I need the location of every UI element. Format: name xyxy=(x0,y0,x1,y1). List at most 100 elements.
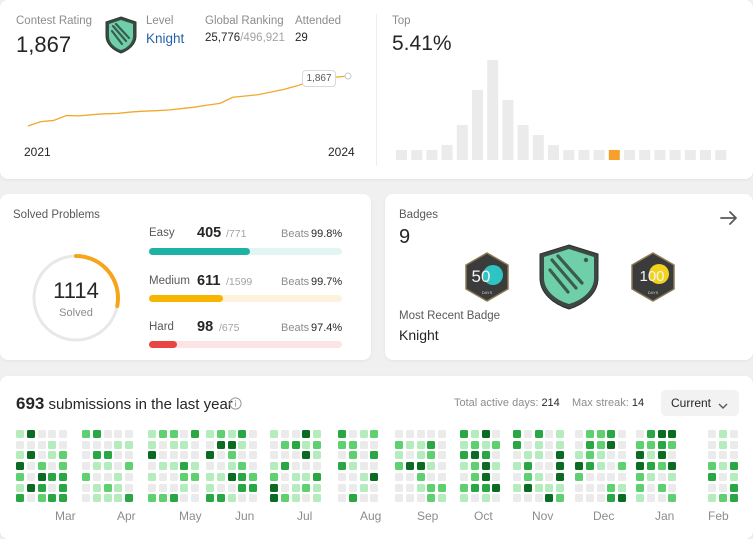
heatmap-cell[interactable] xyxy=(302,483,311,492)
heatmap-cell[interactable] xyxy=(523,440,532,449)
heatmap-cell[interactable] xyxy=(395,440,403,449)
heatmap-cell[interactable] xyxy=(585,451,594,460)
heatmap-cell[interactable] xyxy=(206,494,214,503)
heatmap-cell[interactable] xyxy=(534,430,543,438)
heatmap-cell[interactable] xyxy=(359,483,368,492)
heatmap-cell[interactable] xyxy=(280,451,289,460)
heatmap-cell[interactable] xyxy=(427,494,436,503)
heatmap-cell[interactable] xyxy=(481,440,490,449)
heatmap-cell[interactable] xyxy=(313,483,322,492)
heatmap-cell[interactable] xyxy=(607,462,616,471)
heatmap-cell[interactable] xyxy=(125,440,134,449)
heatmap-cell[interactable] xyxy=(270,430,278,438)
heatmap-cell[interactable] xyxy=(291,462,300,471)
heatmap-cell[interactable] xyxy=(92,440,101,449)
heatmap-cell[interactable] xyxy=(585,440,594,449)
heatmap-cell[interactable] xyxy=(348,440,357,449)
heatmap-cell[interactable] xyxy=(405,494,414,503)
heatmap-cell[interactable] xyxy=(470,451,479,460)
heatmap-cell[interactable] xyxy=(618,472,627,481)
heatmap-cell[interactable] xyxy=(556,451,565,460)
heatmap-cell[interactable] xyxy=(427,483,436,492)
heatmap-cell[interactable] xyxy=(618,494,627,503)
heatmap-cell[interactable] xyxy=(718,440,727,449)
heatmap-cell[interactable] xyxy=(416,440,425,449)
heatmap-cell[interactable] xyxy=(216,494,225,503)
heatmap-cell[interactable] xyxy=(148,494,156,503)
heatmap-cell[interactable] xyxy=(249,440,258,449)
heatmap-cell[interactable] xyxy=(180,462,189,471)
heatmap-cell[interactable] xyxy=(16,451,24,460)
heatmap-cell[interactable] xyxy=(280,472,289,481)
heatmap-cell[interactable] xyxy=(596,462,605,471)
heatmap-cell[interactable] xyxy=(657,483,666,492)
heatmap-cell[interactable] xyxy=(270,462,278,471)
heatmap-cell[interactable] xyxy=(48,483,57,492)
heatmap-cell[interactable] xyxy=(729,494,738,503)
heatmap-cell[interactable] xyxy=(596,472,605,481)
heatmap-cell[interactable] xyxy=(513,451,521,460)
heatmap-cell[interactable] xyxy=(729,462,738,471)
heatmap-cell[interactable] xyxy=(16,494,24,503)
heatmap-cell[interactable] xyxy=(48,440,57,449)
heatmap-cell[interactable] xyxy=(646,494,655,503)
heatmap-cell[interactable] xyxy=(405,440,414,449)
heatmap-cell[interactable] xyxy=(395,494,403,503)
heatmap-cell[interactable] xyxy=(359,472,368,481)
heatmap-cell[interactable] xyxy=(249,451,258,460)
heatmap-cell[interactable] xyxy=(238,472,247,481)
heatmap-cell[interactable] xyxy=(238,440,247,449)
heatmap-cell[interactable] xyxy=(302,440,311,449)
heatmap-cell[interactable] xyxy=(556,430,565,438)
heatmap-cell[interactable] xyxy=(338,472,346,481)
heatmap-cell[interactable] xyxy=(636,440,644,449)
heatmap-cell[interactable] xyxy=(125,483,134,492)
heatmap-cell[interactable] xyxy=(668,451,677,460)
heatmap-cell[interactable] xyxy=(216,451,225,460)
heatmap-cell[interactable] xyxy=(82,440,90,449)
heatmap-cell[interactable] xyxy=(191,451,200,460)
heatmap-cell[interactable] xyxy=(427,462,436,471)
heatmap-cell[interactable] xyxy=(657,430,666,438)
heatmap-cell[interactable] xyxy=(206,462,214,471)
heatmap-cell[interactable] xyxy=(227,462,236,471)
heatmap-cell[interactable] xyxy=(416,462,425,471)
heatmap-cell[interactable] xyxy=(395,483,403,492)
heatmap-cell[interactable] xyxy=(492,440,501,449)
heatmap-cell[interactable] xyxy=(492,483,501,492)
heatmap-cell[interactable] xyxy=(103,440,112,449)
heatmap-cell[interactable] xyxy=(708,430,716,438)
heatmap-cell[interactable] xyxy=(646,483,655,492)
heatmap-cell[interactable] xyxy=(718,462,727,471)
heatmap-cell[interactable] xyxy=(636,451,644,460)
heatmap-cell[interactable] xyxy=(575,462,583,471)
heatmap-cell[interactable] xyxy=(191,462,200,471)
heatmap-cell[interactable] xyxy=(575,472,583,481)
heatmap-cell[interactable] xyxy=(646,440,655,449)
heatmap-cell[interactable] xyxy=(59,451,68,460)
heatmap-cell[interactable] xyxy=(338,430,346,438)
heatmap-cell[interactable] xyxy=(460,462,468,471)
heatmap-cell[interactable] xyxy=(370,430,379,438)
heatmap-cell[interactable] xyxy=(718,430,727,438)
heatmap-cell[interactable] xyxy=(348,430,357,438)
heatmap-cell[interactable] xyxy=(26,494,35,503)
heatmap-cell[interactable] xyxy=(169,440,178,449)
heatmap-cell[interactable] xyxy=(37,462,46,471)
heatmap-cell[interactable] xyxy=(708,451,716,460)
heatmap-cell[interactable] xyxy=(708,483,716,492)
heatmap-cell[interactable] xyxy=(523,430,532,438)
heatmap-cell[interactable] xyxy=(729,472,738,481)
heatmap-cell[interactable] xyxy=(238,430,247,438)
heatmap-cell[interactable] xyxy=(37,472,46,481)
heatmap-cell[interactable] xyxy=(169,430,178,438)
heatmap-cell[interactable] xyxy=(416,472,425,481)
heatmap-cell[interactable] xyxy=(180,472,189,481)
heatmap-cell[interactable] xyxy=(158,430,167,438)
heatmap-cell[interactable] xyxy=(191,430,200,438)
heatmap-cell[interactable] xyxy=(169,483,178,492)
heatmap-cell[interactable] xyxy=(227,494,236,503)
heatmap-cell[interactable] xyxy=(338,483,346,492)
heatmap-cell[interactable] xyxy=(82,462,90,471)
heatmap-cell[interactable] xyxy=(125,462,134,471)
